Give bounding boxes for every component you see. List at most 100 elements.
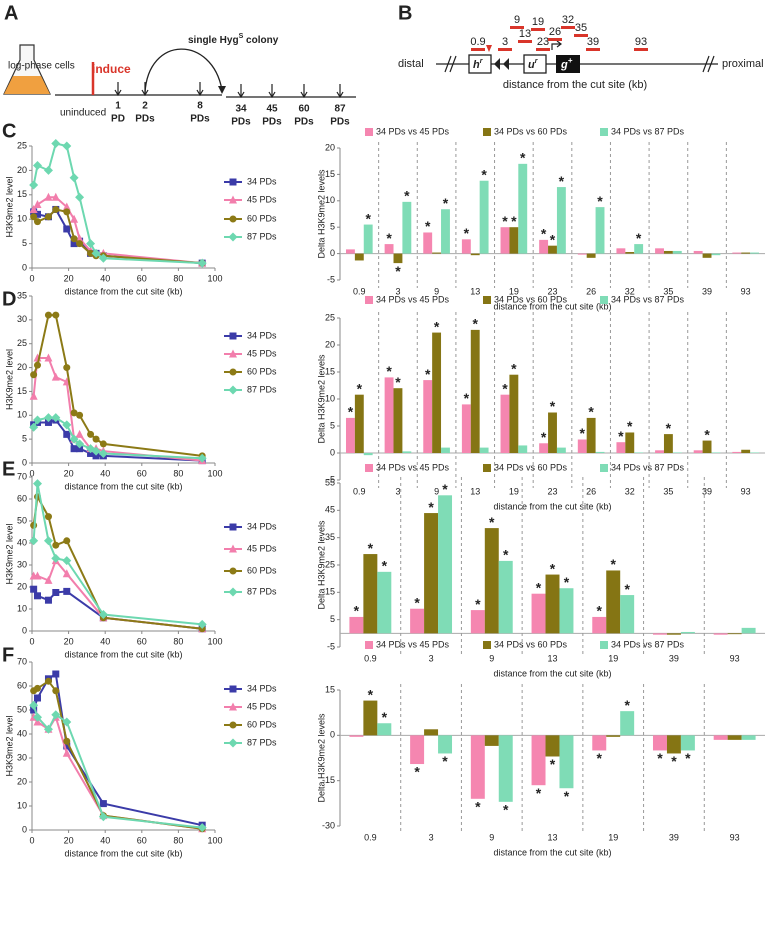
y-axis-label: Delta H3K9me2 levels: [316, 520, 326, 610]
significance-star: *: [464, 390, 470, 406]
significance-star: *: [442, 481, 448, 497]
bar: [655, 248, 664, 254]
legend-label: 60 PDs: [247, 719, 277, 729]
point: [29, 391, 38, 400]
significance-star: *: [685, 750, 691, 766]
point: [51, 372, 60, 381]
legend-swatch: [600, 128, 608, 136]
point: [91, 446, 101, 456]
x-tick-label: 100: [207, 835, 222, 845]
point: [62, 717, 72, 727]
x-tick-label: 39: [669, 832, 679, 842]
bar: [741, 735, 756, 740]
point: [30, 213, 38, 221]
bar: [620, 595, 635, 634]
bar: [620, 711, 635, 736]
legend-swatch: [365, 128, 373, 136]
bar: [470, 735, 485, 799]
time-arrows: [114, 82, 344, 99]
site-bar: [510, 26, 524, 29]
bar: [484, 528, 499, 634]
point: [44, 677, 52, 685]
point: [51, 710, 61, 720]
point: [62, 748, 71, 757]
bar: [470, 329, 480, 453]
y-tick-label: 0: [330, 447, 335, 457]
point: [75, 429, 84, 438]
point: [52, 670, 60, 678]
significance-star: *: [536, 785, 542, 801]
y-tick-label: 40: [17, 537, 27, 547]
series-line: [32, 483, 203, 626]
x-tick-label: 19: [509, 286, 519, 296]
significance-star: *: [368, 540, 374, 556]
panel-label: D: [2, 288, 16, 310]
panel-label: E: [2, 458, 15, 480]
time-label: 45: [266, 104, 278, 115]
significance-star: *: [541, 429, 547, 445]
y-tick-label: 60: [17, 680, 27, 690]
y-tick-label: 60: [17, 493, 27, 503]
bar: [354, 253, 364, 261]
point: [63, 737, 71, 745]
legend-swatch: [600, 641, 608, 649]
legend-label: 60 PDs: [247, 213, 277, 223]
legend-marker: [229, 332, 237, 340]
legend-label: 87 PDs: [247, 586, 277, 596]
y-tick-label: 20: [17, 362, 27, 372]
legend-marker: [229, 178, 237, 186]
bar: [741, 252, 751, 254]
point: [92, 435, 100, 443]
x-tick-label: 39: [702, 486, 712, 496]
x-tick-label: 9: [434, 486, 439, 496]
x-tick-label: 100: [207, 636, 222, 646]
bar: [384, 244, 394, 254]
point: [32, 479, 42, 489]
significance-star: *: [464, 225, 470, 241]
legend-label: 34 PDs vs 60 PDs: [494, 294, 568, 304]
y-tick-label: 20: [325, 339, 335, 349]
point: [76, 240, 84, 248]
point: [51, 553, 61, 563]
site-label: 19: [532, 16, 544, 28]
point: [63, 430, 71, 438]
point: [63, 587, 71, 595]
legend-swatch: [483, 464, 491, 472]
point: [98, 610, 108, 619]
series-line: [32, 672, 203, 827]
y-tick-label: 0: [22, 824, 27, 834]
bar: [363, 453, 373, 456]
x-tick-label: 80: [173, 273, 183, 283]
bar: [634, 244, 644, 254]
point: [87, 449, 95, 457]
bar: [616, 442, 626, 453]
x-tick-label: 3: [395, 286, 400, 296]
bar: [548, 245, 557, 254]
point: [33, 361, 41, 369]
x-tick-label: 19: [608, 653, 618, 663]
timeline-diagram: log-phase cells induce single HygS colon…: [3, 33, 356, 128]
site-bar: [548, 38, 562, 41]
bar: [693, 250, 703, 254]
legend-marker: [228, 587, 238, 597]
significance-star: *: [425, 366, 431, 382]
x-tick-label: 60: [137, 636, 147, 646]
point: [87, 430, 95, 438]
y-tick-label: 55: [325, 477, 335, 487]
y-tick-label: 5: [22, 434, 27, 444]
bar: [741, 449, 751, 453]
x-tick-label: 23: [547, 286, 557, 296]
bar: [402, 201, 412, 254]
repeat-arrows: [494, 58, 509, 70]
point: [44, 311, 52, 319]
x-tick-label: 20: [64, 273, 74, 283]
significance-star: *: [627, 418, 633, 434]
distal-label: distal: [398, 58, 424, 70]
y-tick-label: 5: [330, 614, 335, 624]
significance-star: *: [657, 750, 663, 766]
promoter-arrow: [551, 40, 562, 50]
x-tick-label: 26: [586, 286, 596, 296]
legend-swatch: [600, 296, 608, 304]
point: [98, 812, 108, 822]
bar: [539, 239, 549, 254]
